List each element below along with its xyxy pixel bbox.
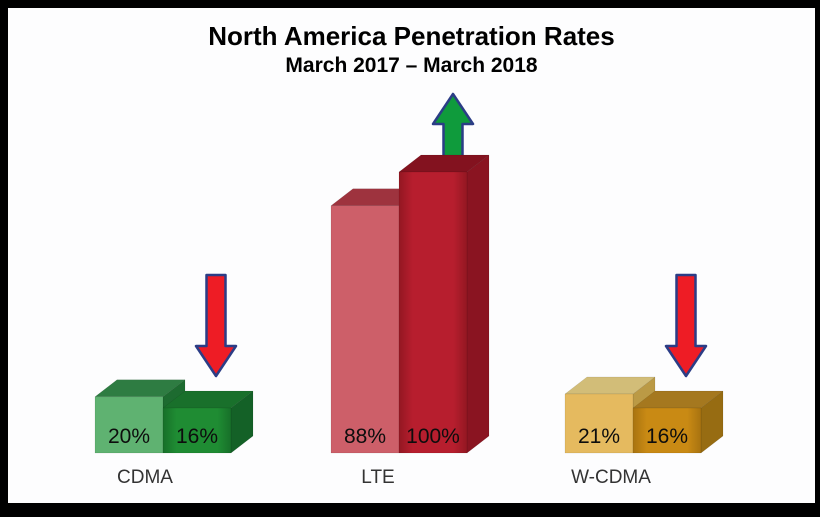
category-label-wcdma: W-CDMA [571, 467, 651, 488]
value-label: 21% [578, 425, 620, 448]
value-label: 88% [344, 425, 386, 448]
value-label: 16% [176, 425, 218, 448]
down-arrow-icon [194, 273, 238, 378]
category-label-cdma: CDMA [117, 467, 173, 488]
down-arrow-icon [664, 273, 708, 378]
category-label-lte: LTE [361, 467, 395, 488]
chart-canvas: North America Penetration Rates March 20… [8, 8, 815, 503]
value-label: 16% [646, 425, 688, 448]
bar-2018-front-face [632, 407, 702, 454]
bar-group-w-cdma: 21% 16% [564, 273, 724, 454]
chart-subtitle: March 2017 – March 2018 [285, 54, 538, 77]
bar-chart: 20% 16% 88% 100% 21% 16% [8, 8, 815, 503]
bar-2018-front-face [162, 407, 232, 454]
bar-2018-side-face [466, 154, 490, 454]
bar-group-cdma: 20% 16% [94, 273, 254, 454]
chart-title: North America Penetration Rates [208, 21, 615, 51]
bar-group-lte: 88% 100% [330, 92, 490, 454]
bar-2017-front-face [330, 205, 400, 454]
value-label: 100% [406, 425, 460, 448]
bar-2018-front-face [398, 171, 468, 454]
value-label: 20% [108, 425, 150, 448]
